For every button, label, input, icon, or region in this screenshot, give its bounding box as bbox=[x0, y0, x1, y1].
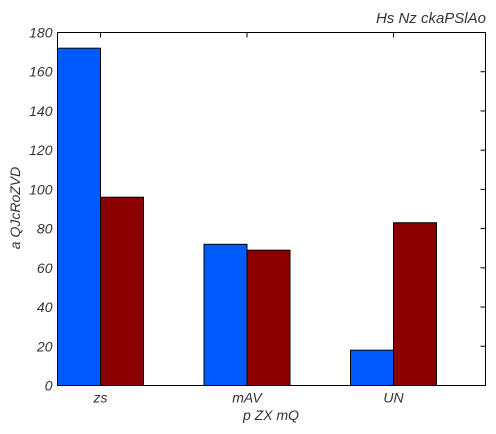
y-tick-label: 20 bbox=[36, 338, 53, 354]
y-tick-label: 100 bbox=[29, 181, 53, 197]
y-tick-label: 40 bbox=[37, 299, 53, 315]
bar-series2-zs bbox=[100, 196, 144, 386]
bar-series1-zs bbox=[57, 47, 101, 386]
bar-series2-mAV bbox=[246, 249, 291, 386]
plot-frame bbox=[57, 32, 486, 386]
bars bbox=[57, 47, 437, 387]
bar-series1-mAV bbox=[203, 243, 248, 386]
y-tick-label: 0 bbox=[45, 378, 53, 394]
x-tick-label: zs bbox=[93, 390, 108, 406]
x-tick-label: UN bbox=[383, 390, 404, 406]
y-axis-title: a QJcRoZVD bbox=[7, 167, 23, 249]
y-tick-label: 120 bbox=[29, 142, 53, 158]
x-axis-title: p ZX mQ bbox=[242, 407, 299, 423]
x-tick-label: mAV bbox=[232, 390, 263, 406]
chart-title: Hs Nz ckaPSlAo bbox=[376, 10, 486, 27]
y-tick-label: 180 bbox=[29, 25, 53, 41]
x-axis: zs mAV UN bbox=[93, 32, 404, 406]
y-axis: 0 20 40 60 80 100 120 140 160 180 bbox=[29, 25, 486, 394]
y-tick-label: 80 bbox=[37, 221, 53, 237]
y-tick-label: 60 bbox=[37, 260, 53, 276]
y-tick-label: 160 bbox=[29, 64, 53, 80]
y-tick-label: 140 bbox=[29, 103, 53, 119]
bar-series1-UN bbox=[350, 349, 394, 387]
bar-series2-UN bbox=[393, 222, 437, 386]
